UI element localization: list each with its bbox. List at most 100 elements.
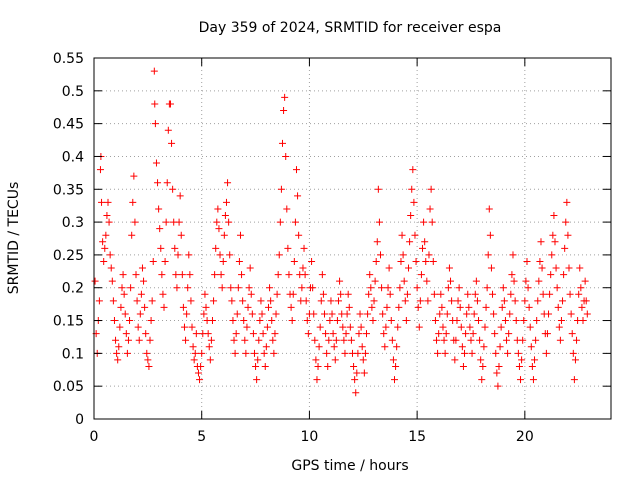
data-point [370,297,378,305]
data-point [326,317,334,325]
data-point [518,356,526,364]
data-point [133,297,141,305]
data-point [367,284,375,292]
data-point [248,310,256,318]
data-point [527,343,535,351]
y-tick-label: 0.05 [53,379,84,395]
data-point [155,205,163,213]
data-point [414,303,422,311]
data-point [464,290,472,298]
data-point [352,389,360,397]
data-point [243,323,251,331]
data-point [412,257,420,265]
data-point [514,349,522,357]
data-point [301,271,309,279]
data-point [563,198,571,206]
data-point [519,336,527,344]
data-point [351,376,359,384]
data-point [192,330,200,338]
data-point [333,317,341,325]
data-point [480,343,488,351]
data-point [491,330,499,338]
x-tick-label: 20 [516,429,534,445]
y-tick-label: 0.45 [53,117,84,133]
data-point [259,330,267,338]
data-point [288,317,296,325]
data-point [179,303,187,311]
data-point [383,303,391,311]
data-point [290,257,298,265]
data-point [495,362,503,370]
data-point [149,257,157,265]
data-point [267,297,275,305]
x-axis-label: GPS time / hours [291,458,408,474]
data-point [276,218,284,226]
data-point [131,218,139,226]
data-point [102,231,110,239]
data-point [162,218,170,226]
data-points [91,67,591,397]
data-point [559,297,567,305]
x-axis-ticks: 0 5 10 15 20 [90,58,534,445]
data-point [126,317,134,325]
data-point [300,244,308,252]
data-point [545,310,553,318]
data-point [277,185,285,193]
data-point [438,303,446,311]
data-point [473,297,481,305]
data-point [535,277,543,285]
data-point [145,362,153,370]
data-point [396,284,404,292]
data-point [289,290,297,298]
data-point [172,271,180,279]
data-point [440,336,448,344]
data-point [250,349,258,357]
data-point [230,336,238,344]
data-point [523,257,531,265]
data-point [549,231,557,239]
data-point [98,198,106,206]
data-point [498,303,506,311]
data-point [275,251,283,259]
x-tick-label: 15 [408,429,426,445]
data-point [206,356,214,364]
data-point [182,336,190,344]
data-point [330,343,338,351]
data-point [207,336,215,344]
data-point [261,362,269,370]
data-point [241,336,249,344]
data-point [452,336,460,344]
data-point [304,330,312,338]
data-point [227,284,235,292]
data-point [137,290,145,298]
data-point [457,323,465,331]
data-point [236,231,244,239]
data-point [560,271,568,279]
data-point [219,257,227,265]
data-point [557,317,565,325]
data-point [128,231,136,239]
data-point [322,330,330,338]
data-point [258,310,266,318]
data-point [447,277,455,285]
data-point [136,310,144,318]
data-point [429,257,437,265]
data-point [291,218,299,226]
data-point [252,362,260,370]
data-point [271,330,279,338]
data-point [484,251,492,259]
data-point [154,179,162,187]
data-point [163,179,171,187]
data-point [225,218,233,226]
data-point [501,317,509,325]
y-tick-label: 0.25 [53,248,84,264]
data-point [451,356,459,364]
data-point [253,376,261,384]
data-point [397,257,405,265]
data-point [273,290,281,298]
data-point [509,251,517,259]
data-point [160,303,168,311]
data-point [161,257,169,265]
data-point [151,100,159,108]
data-point [500,297,508,305]
